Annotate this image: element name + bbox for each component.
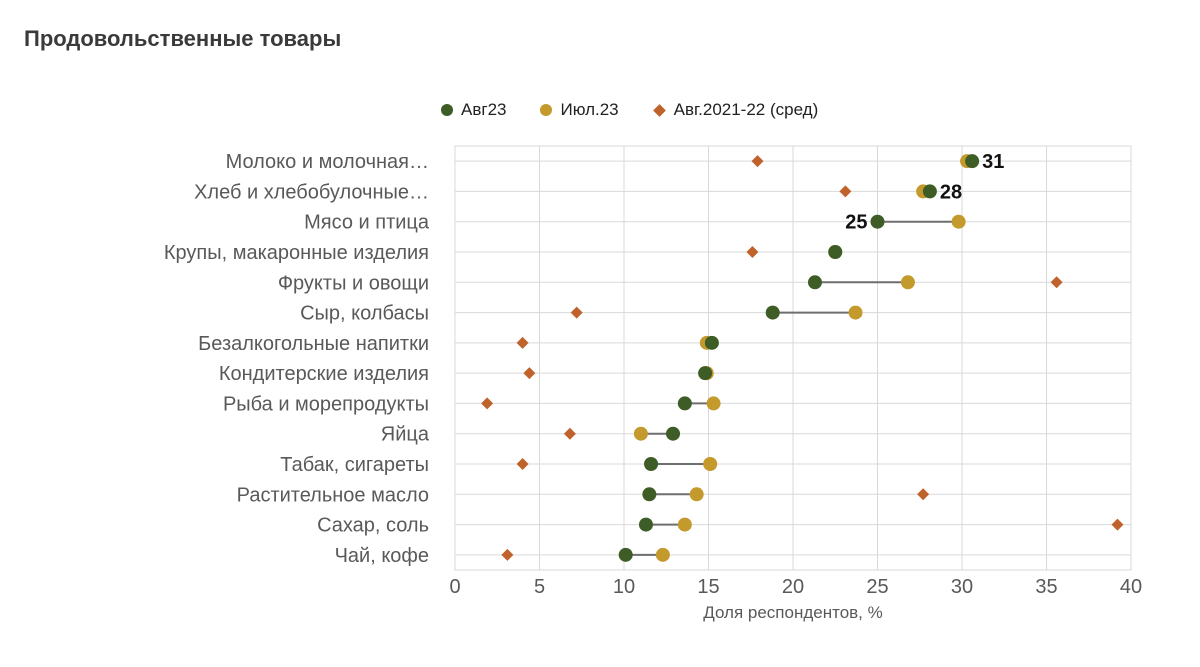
category-label: Сахар, соль <box>317 515 429 537</box>
point-jul23 <box>706 396 721 411</box>
point-aug23 <box>698 366 713 381</box>
legend-item-avg2021-22: Авг.2021-22 (сред) <box>652 100 819 120</box>
x-tick-label: 25 <box>866 576 888 598</box>
legend-item-jul23: Июл.23 <box>540 100 619 120</box>
point-aug23 <box>807 275 822 290</box>
point-avg2021-22 <box>917 488 930 501</box>
x-axis-title: Доля респондентов, % <box>703 603 883 622</box>
category-label: Безалкогольные напитки <box>198 333 429 355</box>
category-label: Мясо и птица <box>304 212 430 234</box>
legend-label-jul23: Июл.23 <box>560 100 619 119</box>
legend-marker-aug23 <box>441 104 453 116</box>
point-jul23 <box>689 487 704 502</box>
point-avg2021-22 <box>516 458 529 470</box>
point-aug23 <box>870 214 885 229</box>
point-jul23 <box>848 305 863 320</box>
category-label: Растительное масло <box>237 484 429 506</box>
point-aug23 <box>765 305 780 320</box>
point-jul23 <box>655 547 670 562</box>
point-avg2021-22 <box>751 155 764 168</box>
category-label: Хлеб и хлебобулочные… <box>194 181 429 203</box>
category-label: Крупы, макаронные изделия <box>164 242 429 264</box>
category-label: Сыр, колбасы <box>300 303 429 325</box>
category-label: Кондитерские изделия <box>219 363 429 385</box>
category-label: Фрукты и овощи <box>278 272 429 294</box>
point-aug23 <box>638 517 653 532</box>
point-avg2021-22 <box>481 397 494 410</box>
category-label: Молоко и молочная… <box>226 151 429 173</box>
chart-title: Продовольственные товары <box>24 26 342 51</box>
point-avg2021-22 <box>1111 518 1124 531</box>
data-label: 31 <box>982 151 1004 173</box>
legend-label-avg2021-22: Авг.2021-22 (сред) <box>673 100 819 119</box>
point-avg2021-22 <box>570 306 583 319</box>
x-tick-label: 35 <box>1035 576 1057 598</box>
point-avg2021-22 <box>516 336 529 349</box>
point-aug23 <box>642 487 657 502</box>
legend: Авг23 Июл.23 Авг.2021-22 (сред) <box>441 100 818 120</box>
point-avg2021-22 <box>839 185 852 198</box>
point-jul23 <box>633 426 648 441</box>
x-tick-label: 30 <box>951 576 973 598</box>
x-tick-label: 40 <box>1120 576 1142 598</box>
point-avg2021-22 <box>1050 276 1063 289</box>
category-label: Чай, кофе <box>335 545 429 567</box>
x-tick-label: 20 <box>782 576 804 598</box>
category-label: Рыба и морепродукты <box>223 393 429 415</box>
x-tick-label: 5 <box>534 576 545 598</box>
x-tick-label: 10 <box>613 576 635 598</box>
point-jul23 <box>900 275 915 290</box>
point-aug23 <box>618 547 633 562</box>
legend-item-aug23: Авг23 <box>441 100 506 120</box>
point-jul23 <box>677 517 692 532</box>
point-aug23 <box>644 457 659 471</box>
legend-label-aug23: Авг23 <box>461 100 507 119</box>
data-label: 25 <box>845 212 867 234</box>
x-tick-label: 0 <box>449 576 460 598</box>
point-jul23 <box>703 457 718 471</box>
point-avg2021-22 <box>563 427 576 440</box>
point-aug23 <box>965 154 980 169</box>
point-jul23 <box>951 214 966 229</box>
point-aug23 <box>828 245 843 259</box>
plot-border <box>454 145 1132 571</box>
point-avg2021-22 <box>501 548 514 561</box>
point-avg2021-22 <box>746 246 759 258</box>
point-aug23 <box>677 396 692 411</box>
point-aug23 <box>922 184 937 199</box>
point-avg2021-22 <box>523 367 536 380</box>
category-label: Яйца <box>381 424 430 446</box>
x-tick-label: 15 <box>697 576 719 598</box>
category-label: Табак, сигареты <box>280 454 429 476</box>
point-aug23 <box>704 335 719 350</box>
legend-marker-jul23 <box>540 104 553 116</box>
point-aug23 <box>666 426 681 441</box>
data-label: 28 <box>940 181 962 203</box>
